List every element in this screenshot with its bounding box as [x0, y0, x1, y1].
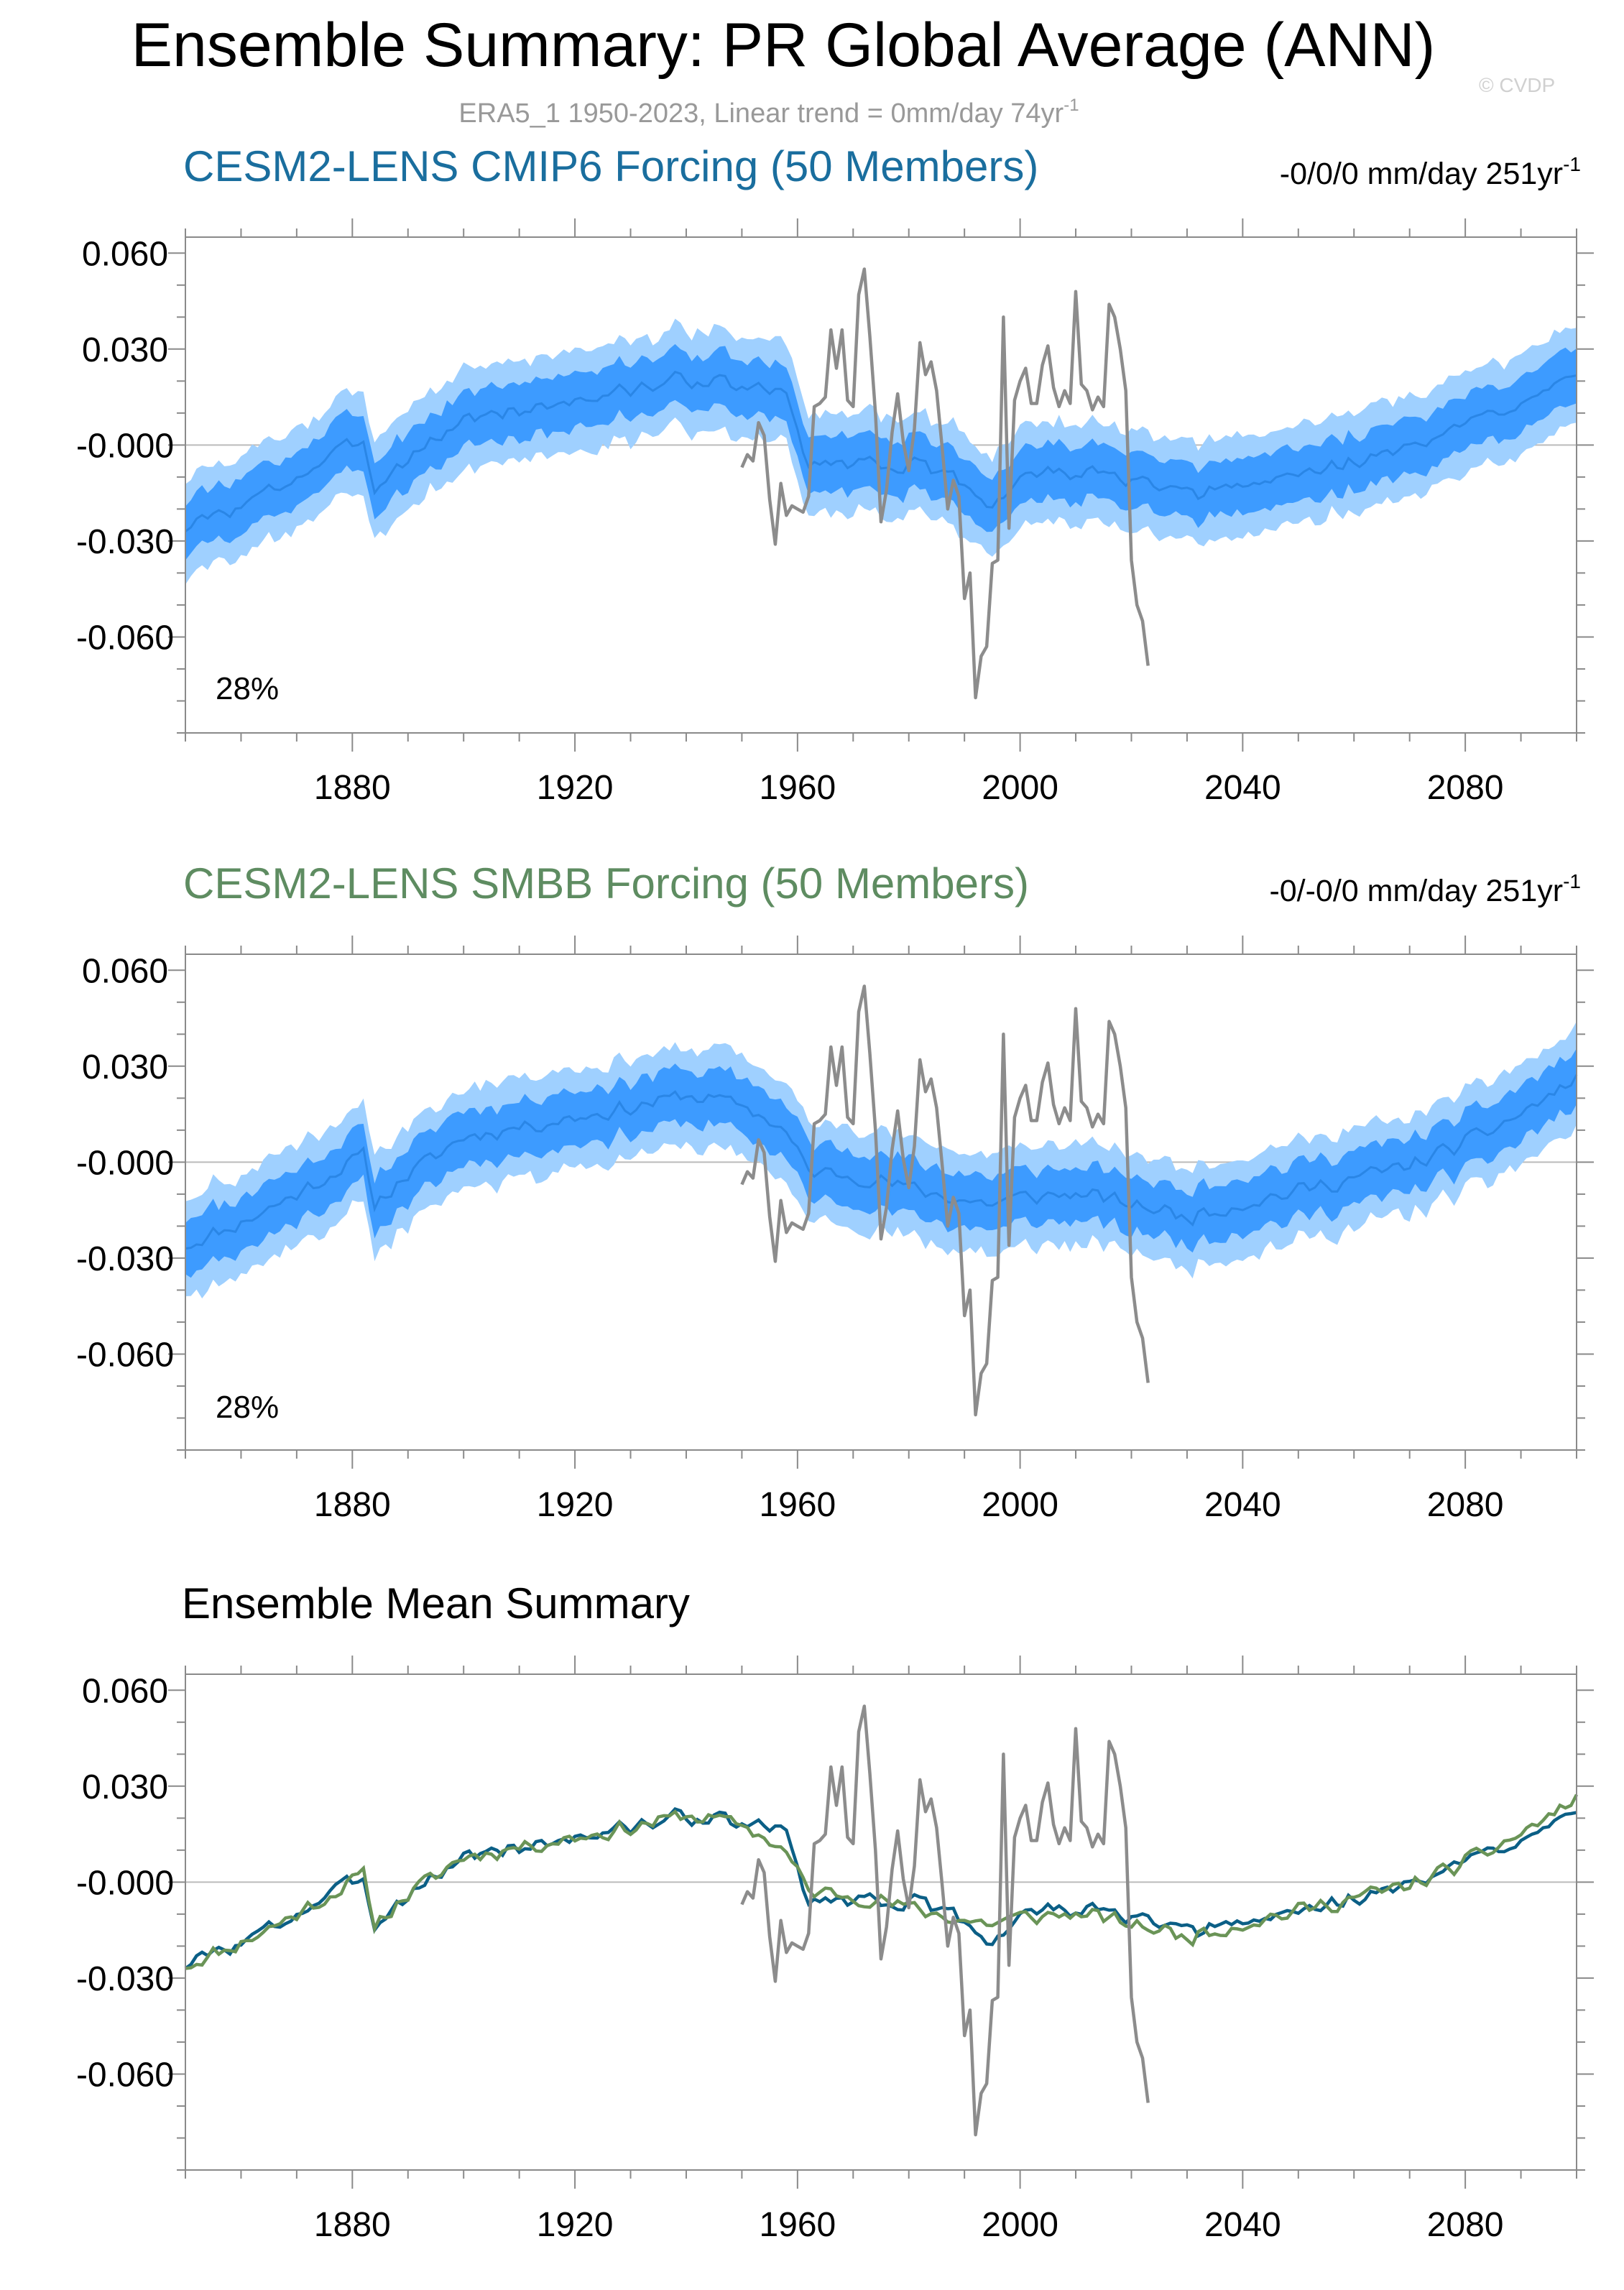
panel-cmip6: CESM2-LENS CMIP6 Forcing (50 Members) -0… — [76, 142, 1594, 807]
x-tick-label: 2040 — [1204, 1486, 1281, 1524]
y-tick-label: 0.030 — [82, 331, 168, 369]
observation-line — [740, 1704, 1150, 2137]
ensemble-mean-line — [185, 370, 1577, 532]
x-tick-label: 1960 — [759, 1486, 836, 1524]
plot-border — [185, 954, 1577, 1451]
ensemble-mean-line — [185, 1074, 1578, 1250]
subtitle-sup: -1 — [1064, 96, 1079, 115]
watermark: © CVDP — [1479, 74, 1555, 96]
main-title: Ensemble Summary: PR Global Average (ANN… — [132, 11, 1436, 80]
y-tick-label: -0.060 — [76, 2056, 174, 2094]
x-tick-label: 1960 — [759, 769, 836, 807]
trend-label-cmip6: -0/0/0 mm/day 251yr-1 — [1280, 153, 1581, 191]
trend-sup-cmip6: -1 — [1563, 153, 1581, 175]
panel-smbb: CESM2-LENS SMBB Forcing (50 Members) -0/… — [76, 859, 1594, 1524]
x-tick-label: 2080 — [1427, 769, 1504, 807]
plot-frame — [185, 1673, 1577, 2171]
y-tick-label: -0.060 — [76, 619, 174, 657]
subtitle-text: ERA5_1 1950-2023, Linear trend = 0mm/day… — [458, 98, 1064, 129]
spread-band-inner — [185, 343, 1577, 560]
y-tick-label: -0.000 — [76, 427, 174, 465]
x-tick-label: 1880 — [314, 2206, 391, 2244]
x-tick-label: 1960 — [759, 2206, 836, 2244]
x-tick-label: 1920 — [537, 1486, 614, 1524]
y-tick-label: 0.060 — [82, 952, 168, 990]
subtitle: ERA5_1 1950-2023, Linear trend = 0mm/day… — [458, 96, 1079, 129]
panel-title-smbb: CESM2-LENS SMBB Forcing (50 Members) — [183, 859, 1029, 908]
x-tick-label: 2000 — [982, 769, 1058, 807]
x-tick-label: 1880 — [314, 769, 391, 807]
trend-label-smbb: -0/-0/0 mm/day 251yr-1 — [1269, 870, 1581, 908]
x-tick-label: 2000 — [982, 2206, 1058, 2244]
trend-text-smbb: -0/-0/0 mm/day 251yr — [1269, 874, 1563, 908]
trend-sup-smbb: -1 — [1563, 870, 1581, 892]
x-tick-label: 1920 — [537, 769, 614, 807]
y-tick-label: 0.060 — [82, 235, 168, 273]
x-tick-label: 1920 — [537, 2206, 614, 2244]
observation-line — [740, 984, 1150, 1417]
x-tick-label: 2080 — [1427, 2206, 1504, 2244]
panel-ensemble-mean: Ensemble Mean Summary 1880 1920 1960 2000 20… — [76, 1579, 1594, 2244]
panel-title-cmip6: CESM2-LENS CMIP6 Forcing (50 Members) — [183, 142, 1038, 190]
plot-area-cmip6: 1880 1920 1960 2000 2040 2080 0.060 0.030 -0.000… — [76, 218, 1594, 807]
y-tick-label: -0.000 — [76, 1864, 174, 1902]
percent-label-cmip6: 28% — [216, 671, 279, 706]
x-tick-label: 2080 — [1427, 1486, 1504, 1524]
y-tick-label: -0.030 — [76, 1960, 174, 1998]
y-tick-label: -0.030 — [76, 523, 174, 561]
x-tick-label: 2040 — [1204, 769, 1281, 807]
y-tick-label: -0.060 — [76, 1336, 174, 1374]
smbb-mean-line — [185, 1793, 1579, 1970]
y-tick-label: 0.030 — [82, 1768, 168, 1806]
plot-area-smbb: 1880 1920 1960 2000 2040 2080 0.060 0.030 -0.000… — [76, 936, 1594, 1524]
plot-border — [185, 236, 1577, 734]
y-tick-label: 0.030 — [82, 1048, 168, 1086]
plot-area-ensemble-mean: 1880 1920 1960 2000 2040 2080 0.060 0.030 -0.000… — [76, 1656, 1594, 2244]
x-tick-label: 2000 — [982, 1486, 1058, 1524]
y-tick-label: 0.060 — [82, 1672, 168, 1710]
y-tick-label: -0.000 — [76, 1144, 174, 1182]
x-tick-label: 1880 — [314, 1486, 391, 1524]
plot-border — [185, 1673, 1577, 2171]
panel-title-ensemble-mean: Ensemble Mean Summary — [182, 1579, 690, 1628]
x-tick-label: 2040 — [1204, 2206, 1281, 2244]
observation-line — [740, 267, 1150, 700]
y-tick-label: -0.030 — [76, 1240, 174, 1278]
spread-band-inner — [185, 1048, 1577, 1278]
percent-label-smbb: 28% — [216, 1390, 279, 1425]
trend-text-cmip6: -0/0/0 mm/day 251yr — [1280, 157, 1563, 191]
